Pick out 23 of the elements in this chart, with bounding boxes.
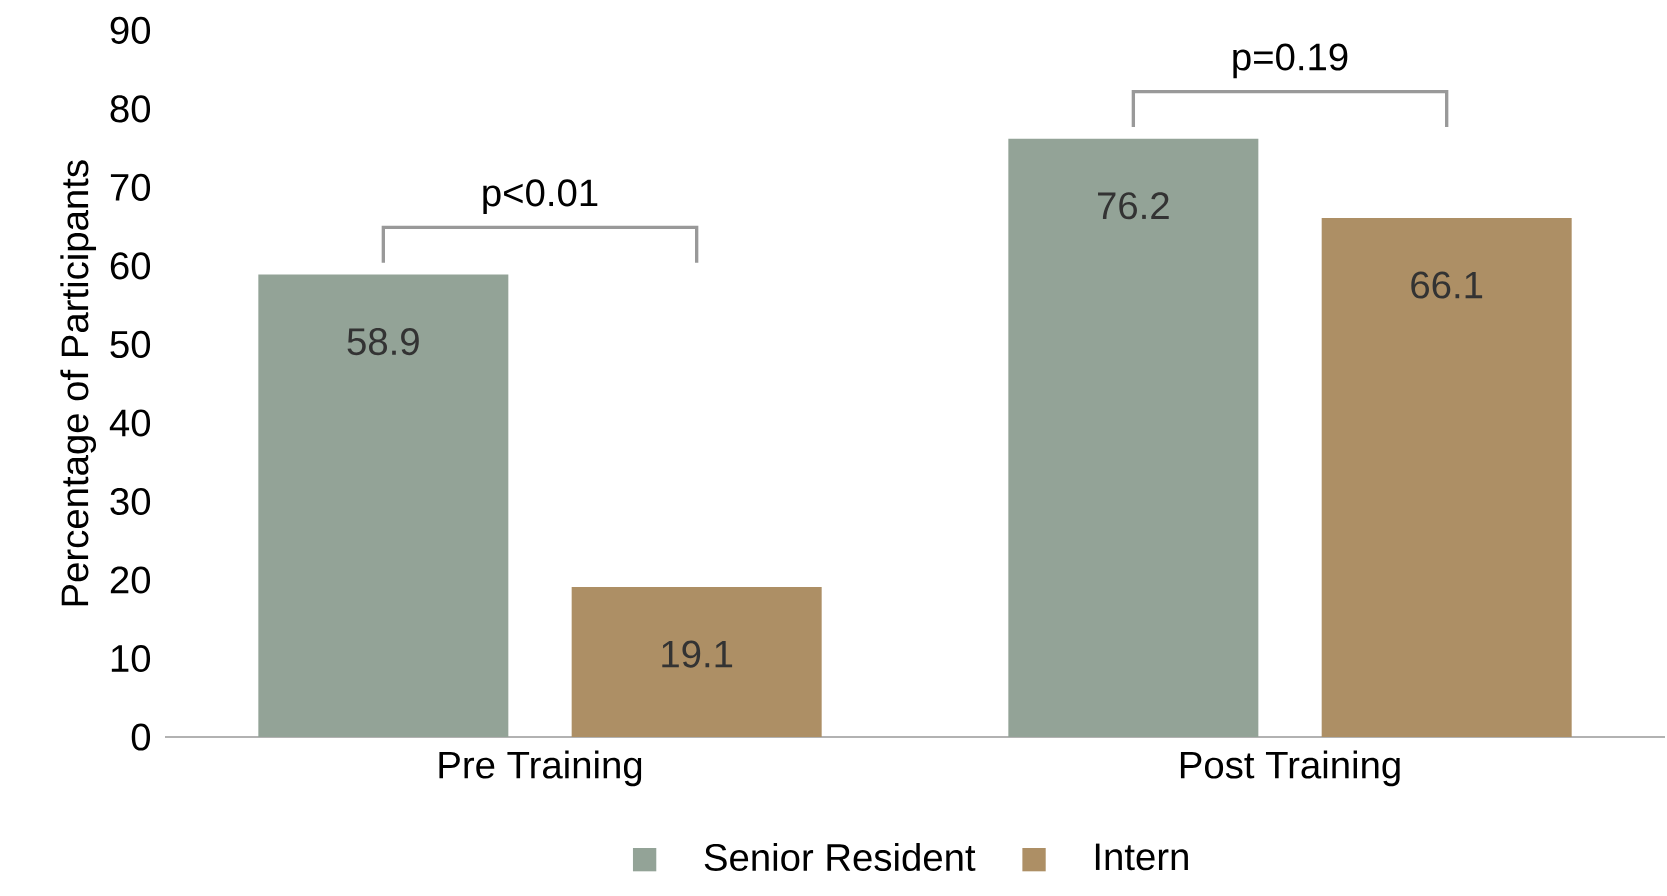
y-tick-label: 0	[131, 723, 151, 751]
y-tick-label: 30	[110, 487, 151, 516]
bar	[1321, 218, 1572, 738]
y-tick-label: 90	[110, 16, 151, 44]
y-tick-label: 70	[110, 173, 151, 201]
y-axis-title: Percentage of Participants	[60, 160, 97, 606]
annotation: p<0.01	[483, 179, 598, 214]
annotation: p=0.19	[1233, 43, 1348, 79]
y-tick-label: 20	[110, 566, 151, 594]
data-label: 66.1	[1411, 271, 1483, 299]
y-tick-label: 80	[110, 95, 151, 123]
y-tick-label: 40	[109, 409, 151, 437]
data-label: 19.1	[662, 640, 733, 668]
legend-label: Intern	[1095, 843, 1188, 871]
x-tick-label: Post Training	[1180, 750, 1400, 787]
y-tick-label: 10	[111, 644, 151, 673]
y-tick-label: 50	[110, 330, 151, 358]
x-tick-label: Pre Training	[439, 750, 642, 787]
legend-label: Senior Resident	[704, 842, 976, 872]
data-label: 58.9	[347, 327, 419, 356]
bar	[571, 587, 822, 738]
y-tick-label: 60	[110, 252, 151, 280]
data-label: 76.2	[1098, 192, 1169, 220]
